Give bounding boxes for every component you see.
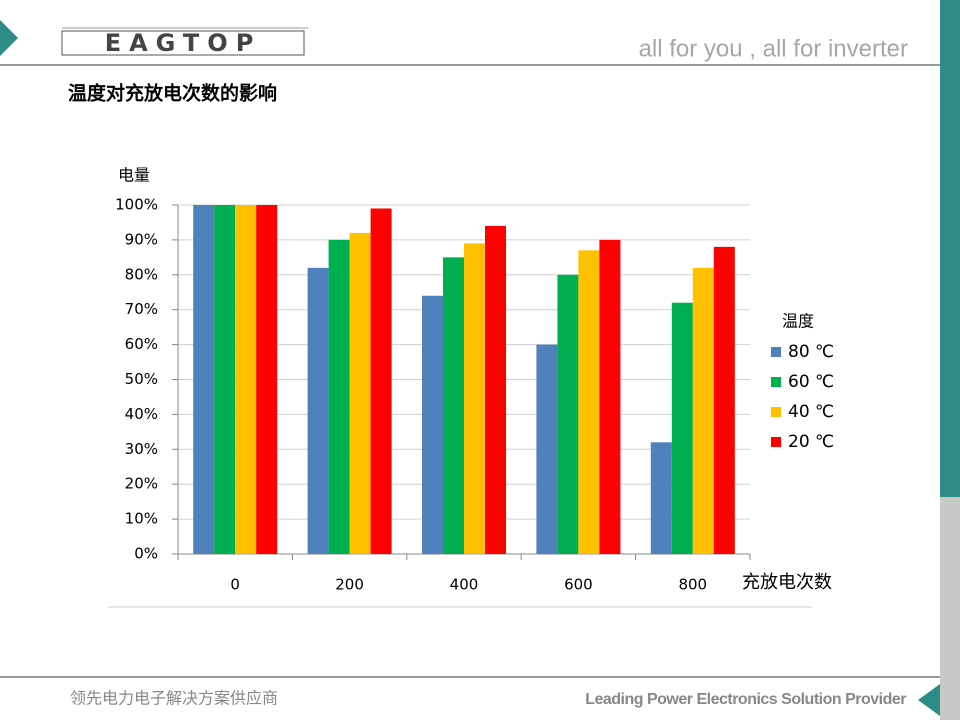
y-tick-label: 20%: [125, 475, 158, 493]
y-tick-label: 30%: [125, 440, 158, 458]
bar: [214, 205, 236, 554]
side-bar: [940, 0, 960, 497]
y-tick-label: 80%: [125, 265, 158, 283]
side-bar-grey: [940, 497, 960, 720]
corner-triangle: [918, 684, 940, 716]
y-tick-label: 0%: [134, 545, 158, 563]
y-tick-label: 90%: [125, 230, 158, 248]
slide-title: 温度对充放电次数的影响: [68, 82, 277, 105]
x-tick-label: 400: [450, 576, 479, 594]
footer-left: 领先电力电子解决方案供应商: [70, 689, 278, 708]
y-tick-label: 40%: [125, 405, 158, 423]
bar: [443, 257, 464, 554]
footer-right: Leading Power Electronics Solution Provi…: [585, 691, 906, 708]
y-tick-label: 70%: [125, 300, 158, 318]
legend-label: 80 ℃: [788, 342, 834, 362]
tagline: all for you , all for inverter: [639, 35, 908, 62]
bar: [650, 442, 672, 554]
bar: [193, 205, 215, 554]
bar: [578, 250, 600, 554]
legend-label: 40 ℃: [788, 402, 834, 422]
bar: [485, 225, 506, 554]
bar: [256, 205, 278, 554]
bar: [557, 274, 579, 554]
legend-title: 温度: [782, 312, 814, 331]
bar: [235, 205, 257, 554]
bar: [370, 208, 392, 555]
y-tick-label: 100%: [115, 196, 158, 214]
x-tick-label: 800: [678, 576, 707, 594]
y-tick-label: 60%: [125, 335, 158, 353]
bar: [328, 239, 350, 554]
x-tick-label: 200: [335, 576, 364, 594]
legend-label: 60 ℃: [788, 372, 834, 392]
x-tick-label: 0: [230, 576, 240, 594]
legend-swatch: [771, 377, 781, 387]
logo: EAGTOP: [105, 29, 262, 57]
y-tick-label: 50%: [125, 370, 158, 388]
bar: [671, 302, 693, 554]
legend-swatch: [771, 347, 781, 357]
x-tick-label: 600: [564, 576, 593, 594]
legend-swatch: [771, 437, 781, 447]
y-axis-label: 电量: [118, 166, 150, 185]
bar: [349, 232, 371, 555]
logo-box: [61, 30, 305, 56]
legend-swatch: [771, 407, 781, 417]
bar: [307, 267, 329, 554]
legend-label: 20 ℃: [788, 432, 834, 452]
bar: [536, 344, 558, 554]
bar: [692, 267, 714, 554]
corner-triangle: [0, 20, 18, 56]
bar: [599, 239, 621, 554]
y-tick-label: 10%: [125, 510, 158, 528]
bar: [713, 246, 735, 554]
bar: [422, 295, 443, 554]
x-axis-label: 充放电次数: [742, 572, 832, 593]
bar: [464, 243, 485, 554]
